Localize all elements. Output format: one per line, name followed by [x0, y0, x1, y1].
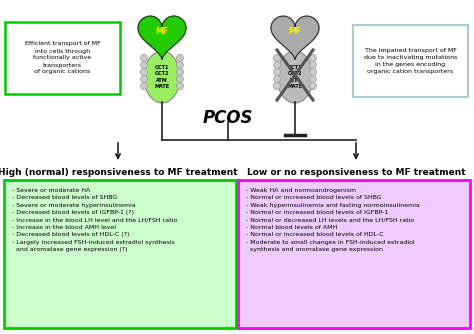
FancyBboxPatch shape — [4, 180, 236, 328]
Text: MF: MF — [289, 27, 301, 36]
Text: High (normal) responsiveness to MF treatment: High (normal) responsiveness to MF treat… — [0, 168, 238, 177]
FancyBboxPatch shape — [353, 25, 468, 97]
Text: MF: MF — [155, 27, 168, 36]
Circle shape — [140, 54, 147, 61]
Circle shape — [273, 75, 281, 82]
Circle shape — [140, 68, 147, 75]
Circle shape — [140, 75, 147, 82]
Circle shape — [140, 82, 147, 90]
Circle shape — [273, 68, 281, 75]
FancyBboxPatch shape — [238, 180, 470, 328]
Circle shape — [140, 61, 147, 68]
Polygon shape — [138, 16, 186, 59]
Circle shape — [310, 61, 317, 68]
FancyBboxPatch shape — [5, 22, 120, 94]
Text: - Weak HA and normoandrogenism
- Normal or increased blood levels of SHBG
- Weak: - Weak HA and normoandrogenism - Normal … — [246, 188, 420, 252]
Text: OCT1
OCT2
ATM
MATE: OCT1 OCT2 ATM MATE — [287, 65, 302, 89]
Circle shape — [310, 54, 317, 61]
Circle shape — [176, 82, 183, 90]
Circle shape — [176, 61, 183, 68]
Ellipse shape — [144, 51, 180, 103]
Text: Low or no responsiveness to MF treatment: Low or no responsiveness to MF treatment — [246, 168, 465, 177]
Circle shape — [176, 75, 183, 82]
Text: PCOS: PCOS — [203, 109, 253, 127]
Circle shape — [176, 54, 183, 61]
Text: Efficient transport of MF
into cells through
functionally active
transporters
of: Efficient transport of MF into cells thr… — [25, 41, 100, 74]
Text: OCT1
OCT2
ATM
MATE: OCT1 OCT2 ATM MATE — [155, 65, 170, 89]
Circle shape — [273, 54, 281, 61]
Circle shape — [176, 68, 183, 75]
Ellipse shape — [277, 51, 313, 103]
Text: - Severe or moderate HA
- Decreased blood levels of SHBG
- Severe or moderate hy: - Severe or moderate HA - Decreased bloo… — [12, 188, 177, 252]
Circle shape — [310, 68, 317, 75]
Circle shape — [273, 61, 281, 68]
Circle shape — [310, 82, 317, 90]
Text: The impaired transport of MF
due to inactivating mutations
in the genes encoding: The impaired transport of MF due to inac… — [364, 48, 457, 74]
Circle shape — [310, 75, 317, 82]
Polygon shape — [271, 16, 319, 59]
Circle shape — [273, 82, 281, 90]
